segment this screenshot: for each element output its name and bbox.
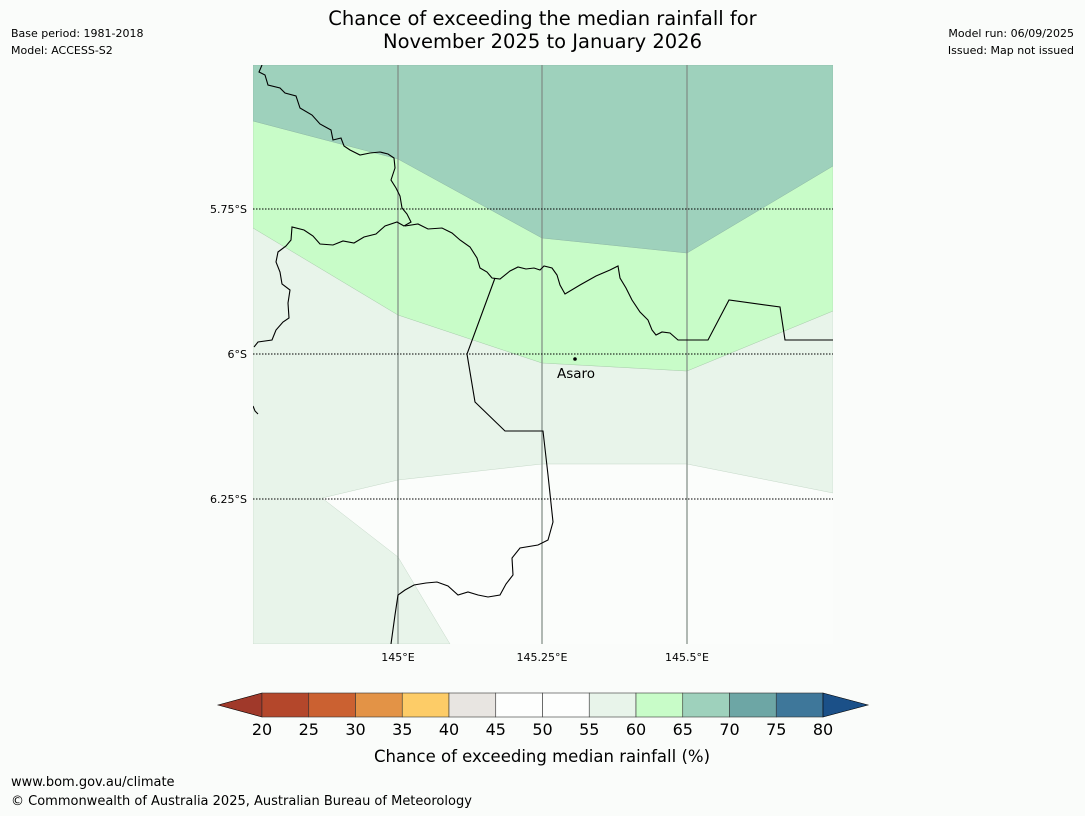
colorbar-bin-70-75	[729, 692, 777, 718]
asaro-label: Asaro	[557, 366, 595, 382]
colorbar-bin-50-55	[542, 692, 590, 718]
colorbar-tick-60: 60	[626, 720, 646, 739]
colorbar-bin-25-30	[308, 692, 356, 718]
boundary-north	[253, 65, 412, 348]
colorbar: 20 25 30 35 40 45 50 55 60 65 70 75 80	[216, 692, 870, 739]
boundaries	[253, 65, 833, 644]
boundary-south	[390, 277, 554, 644]
asaro-marker	[573, 357, 577, 361]
boundary-west-fragment	[253, 405, 259, 415]
colorbar-extend-low	[216, 692, 263, 718]
colorbar-tick-65: 65	[673, 720, 693, 739]
colorbar-extend-high	[822, 692, 870, 718]
colorbar-title: Chance of exceeding median rainfall (%)	[374, 747, 710, 766]
lat-label-5-75s: 5.75°S	[210, 203, 247, 216]
title-line-2: November 2025 to January 2026	[383, 30, 702, 53]
colorbar-tick-35: 35	[392, 720, 412, 739]
footer: www.bom.gov.au/climate © Commonwealth of…	[11, 774, 472, 811]
lat-label-6s: 6°S	[228, 348, 247, 361]
colorbar-bin-55-60	[588, 692, 637, 718]
colorbar-tick-50: 50	[532, 720, 552, 739]
meta-right: Model run: 06/09/2025 Issued: Map not is…	[948, 25, 1074, 59]
colorbar-bin-60-65	[635, 692, 684, 718]
colorbar-tick-70: 70	[719, 720, 739, 739]
colorbar-tick-55: 55	[579, 720, 599, 739]
colorbar-tick-25: 25	[299, 720, 319, 739]
colorbar-bin-40-45	[448, 692, 497, 718]
colorbar-bin-20-25	[261, 692, 310, 718]
colorbar-bin-75-80	[775, 692, 824, 718]
colorbar-tick-20: 20	[252, 720, 272, 739]
lon-label-145-25e: 145.25°E	[517, 651, 568, 664]
model-name: Model: ACCESS-S2	[11, 44, 113, 57]
colorbar-tick-30: 30	[345, 720, 365, 739]
footer-url: www.bom.gov.au/climate	[11, 775, 175, 790]
boundary-central	[404, 223, 833, 341]
colorbar-bin-35-40	[401, 692, 450, 718]
colorbar-bin-65-70	[682, 692, 730, 718]
model-run: Model run: 06/09/2025	[948, 27, 1074, 40]
map-area	[253, 65, 833, 644]
lon-label-145-5e: 145.5°E	[665, 651, 709, 664]
colorbar-tick-75: 75	[766, 720, 786, 739]
meta-left: Base period: 1981-2018 Model: ACCESS-S2	[11, 25, 143, 59]
title-line-1: Chance of exceeding the median rainfall …	[328, 7, 757, 30]
lon-label-145e: 145°E	[381, 651, 414, 664]
footer-copyright: © Commonwealth of Australia 2025, Austra…	[11, 793, 472, 809]
map-title: Chance of exceeding the median rainfall …	[0, 7, 1085, 53]
colorbar-tick-80: 80	[813, 720, 833, 739]
colorbar-tick-40: 40	[439, 720, 459, 739]
colorbar-bin-45-50	[495, 692, 543, 718]
lat-label-6-25s: 6.25°S	[210, 493, 247, 506]
colorbar-tick-45: 45	[486, 720, 506, 739]
colorbar-bin-30-35	[355, 692, 403, 718]
base-period: Base period: 1981-2018	[11, 27, 144, 40]
issued-status: Issued: Map not issued	[947, 44, 1074, 57]
